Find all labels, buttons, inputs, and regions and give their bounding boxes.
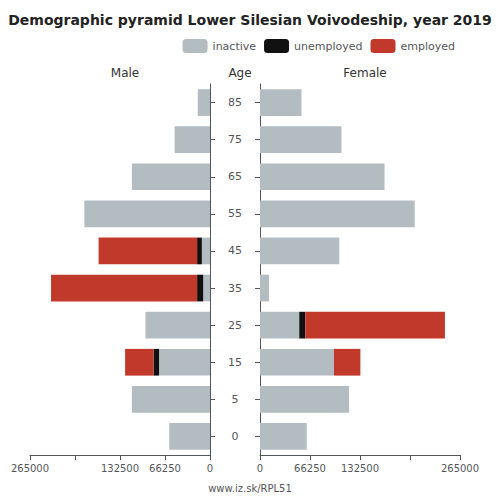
svg-text:66250: 66250 <box>294 463 326 474</box>
svg-text:Demographic pyramid Lower Sile: Demographic pyramid Lower Silesian Voivo… <box>8 12 492 28</box>
svg-text:Female: Female <box>343 66 386 80</box>
svg-text:www.iz.sk/RPL51: www.iz.sk/RPL51 <box>208 483 292 494</box>
svg-text:35: 35 <box>228 282 242 295</box>
svg-text:inactive: inactive <box>213 40 257 53</box>
svg-text:132500: 132500 <box>341 463 379 474</box>
svg-text:Male: Male <box>111 66 139 80</box>
svg-text:employed: employed <box>400 40 455 53</box>
svg-text:0: 0 <box>257 463 263 474</box>
svg-text:unemployed: unemployed <box>294 40 362 53</box>
svg-text:132500: 132500 <box>101 463 139 474</box>
svg-text:265000: 265000 <box>441 463 479 474</box>
svg-text:66250: 66250 <box>149 463 181 474</box>
svg-text:0: 0 <box>232 430 239 443</box>
svg-text:265000: 265000 <box>11 463 49 474</box>
svg-text:55: 55 <box>228 207 242 220</box>
svg-text:5: 5 <box>232 393 239 406</box>
svg-text:85: 85 <box>228 96 242 109</box>
svg-text:Age: Age <box>228 66 251 80</box>
svg-text:15: 15 <box>228 356 242 369</box>
svg-text:25: 25 <box>228 319 242 332</box>
svg-text:65: 65 <box>228 170 242 183</box>
svg-text:75: 75 <box>228 133 242 146</box>
svg-text:45: 45 <box>228 244 242 257</box>
svg-text:0: 0 <box>207 463 213 474</box>
